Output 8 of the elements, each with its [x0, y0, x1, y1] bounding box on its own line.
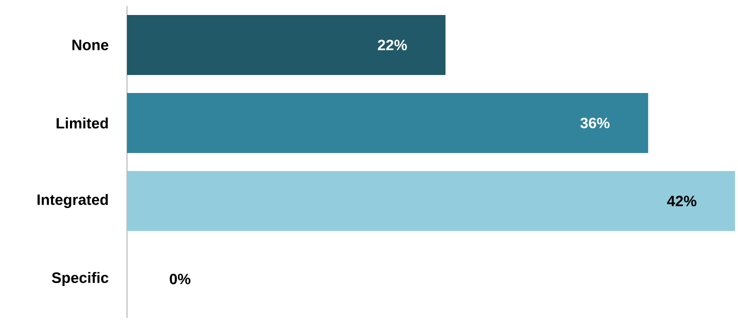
data-label: 0% [170, 274, 190, 284]
y-tick-label: Limited [56, 118, 108, 128]
y-tick-label: Integrated [38, 194, 108, 208]
data-label: 36% [580, 118, 610, 128]
y-tick-label: None [72, 40, 108, 50]
data-label: 42% [667, 196, 696, 206]
y-tick-label: Specific [52, 272, 108, 286]
data-label: 22% [378, 40, 407, 50]
